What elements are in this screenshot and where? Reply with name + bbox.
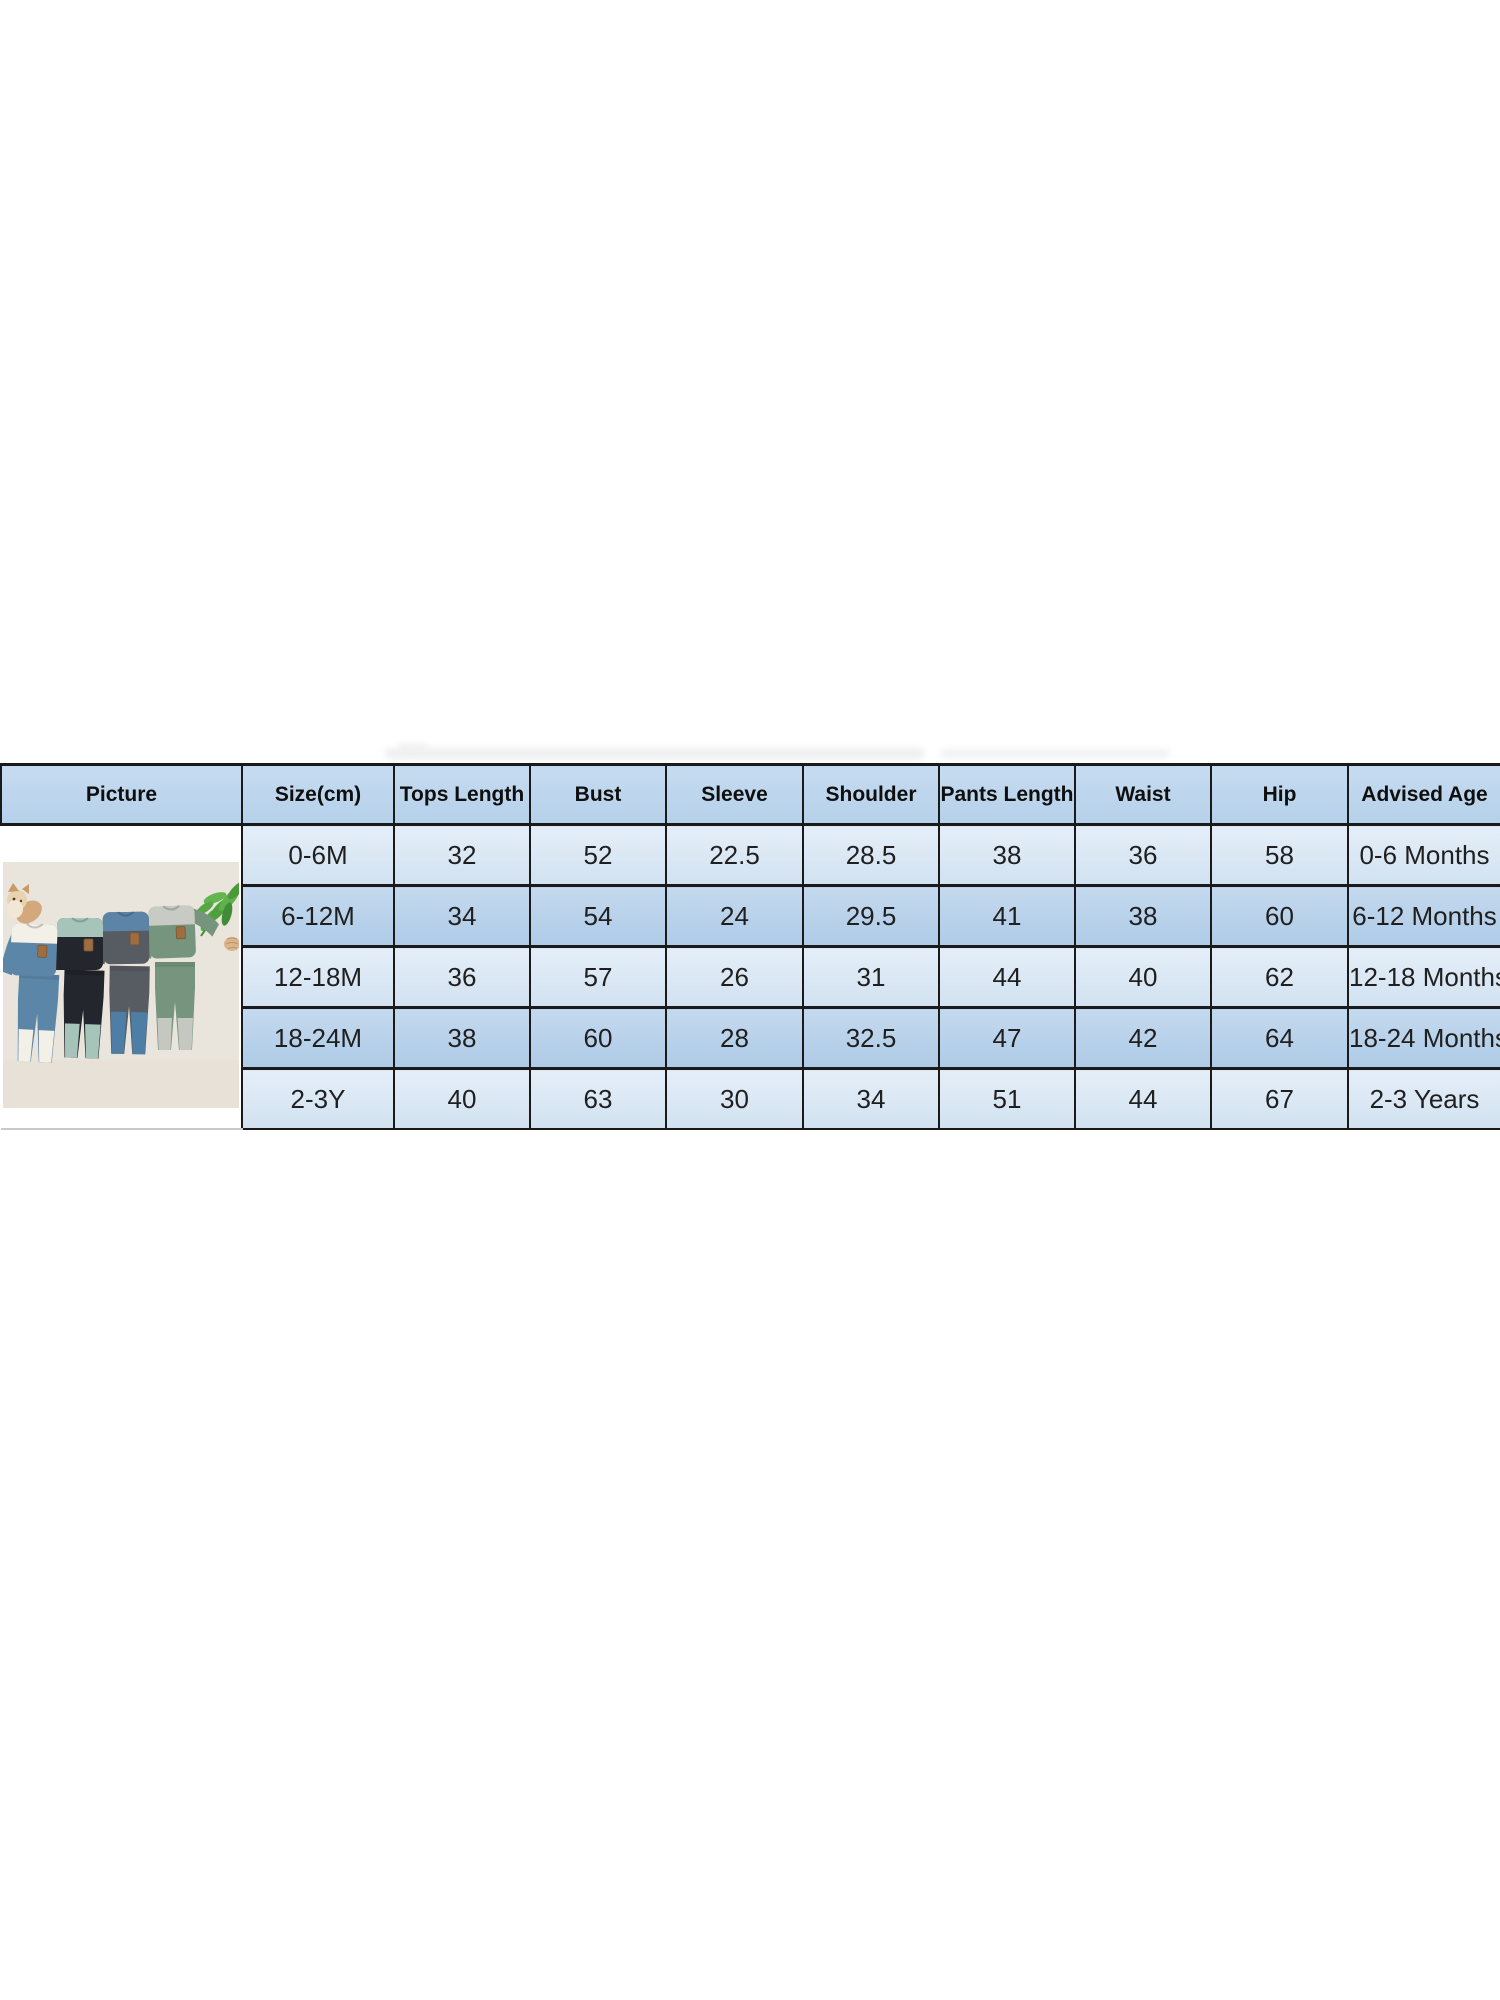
- seashell: [224, 937, 239, 951]
- shoulder-cell: 29.5: [802, 884, 940, 948]
- outfit-top-1: [3, 922, 58, 977]
- table-row: 12-18M 36 57 26 31 44 40 62 12-18 Months: [1, 945, 1500, 1009]
- column-header-waist: Waist: [1074, 763, 1212, 826]
- bust-cell: 54: [529, 884, 667, 948]
- column-header-tops-length: Tops Length: [393, 763, 531, 826]
- shoulder-cell: 32.5: [802, 1006, 940, 1070]
- sleeve-cell: 24: [665, 884, 804, 948]
- column-header-size: Size(cm): [241, 763, 395, 826]
- sleeve-cell: 28: [665, 1006, 804, 1070]
- pants-length-cell: 51: [938, 1067, 1076, 1130]
- faded-watermark-smudge: [398, 743, 428, 750]
- advised-age-cell: 12-18 Months: [1347, 945, 1500, 1009]
- outfit-top-4: [138, 904, 219, 959]
- sleeve-cell: 22.5: [665, 823, 804, 887]
- waist-cell: 40: [1074, 945, 1212, 1009]
- hip-cell: 64: [1210, 1006, 1349, 1070]
- waist-cell: 38: [1074, 884, 1212, 948]
- hip-cell: 58: [1210, 823, 1349, 887]
- column-header-bust: Bust: [529, 763, 667, 826]
- table-row: 18-24M 38 60 28 32.5 47 42 64 18-24 Mont…: [1, 1006, 1500, 1070]
- column-header-sleeve: Sleeve: [665, 763, 804, 826]
- sleeve-cell: 30: [665, 1067, 804, 1130]
- pants-length-cell: 47: [938, 1006, 1076, 1070]
- waist-cell: 42: [1074, 1006, 1212, 1070]
- pants-length-cell: 38: [938, 823, 1076, 887]
- waist-cell: 36: [1074, 823, 1212, 887]
- advised-age-cell: 2-3 Years: [1347, 1067, 1500, 1130]
- waist-cell: 44: [1074, 1067, 1212, 1130]
- size-cell: 18-24M: [241, 1006, 395, 1070]
- column-header-shoulder: Shoulder: [802, 763, 940, 826]
- tops-length-cell: 32: [393, 823, 531, 887]
- bust-cell: 60: [529, 1006, 667, 1070]
- advised-age-cell: 18-24 Months: [1347, 1006, 1500, 1070]
- size-cell: 6-12M: [241, 884, 395, 948]
- size-cell: 2-3Y: [241, 1067, 395, 1130]
- plush-toy: [7, 883, 42, 924]
- column-header-advised-age: Advised Age: [1347, 763, 1500, 826]
- hip-cell: 67: [1210, 1067, 1349, 1130]
- table-row: 6-12M 34 54 24 29.5 41 38 60 6-12 Months: [1, 884, 1500, 948]
- outfit-pants-3: [109, 965, 150, 1055]
- outfit-top-2: [54, 917, 103, 970]
- header-row: Picture Size(cm) Tops Length Bust Sleeve…: [0, 763, 1500, 826]
- outfit-pants-4: [155, 962, 195, 1050]
- bust-cell: 57: [529, 945, 667, 1009]
- pants-length-cell: 44: [938, 945, 1076, 1009]
- outfit-pants-2: [63, 969, 105, 1059]
- column-header-picture: Picture: [0, 763, 243, 826]
- column-header-pants-length: Pants Length: [938, 763, 1076, 826]
- hip-cell: 62: [1210, 945, 1349, 1009]
- hip-cell: 60: [1210, 884, 1349, 948]
- bust-cell: 63: [529, 1067, 667, 1130]
- advised-age-cell: 6-12 Months: [1347, 884, 1500, 948]
- table-row: 2-3Y 40 63 30 34 51 44 67 2-3 Years: [1, 1067, 1500, 1130]
- shoulder-cell: 34: [802, 1067, 940, 1130]
- shoulder-cell: 31: [802, 945, 940, 1009]
- pants-length-cell: 41: [938, 884, 1076, 948]
- column-header-hip: Hip: [1210, 763, 1349, 826]
- advised-age-cell: 0-6 Months: [1347, 823, 1500, 887]
- outfit-pants-1: [17, 973, 60, 1063]
- tops-length-cell: 40: [393, 1067, 531, 1130]
- shoulder-cell: 28.5: [802, 823, 940, 887]
- faded-watermark-smudge: [385, 748, 925, 759]
- product-photo: [3, 862, 239, 1108]
- size-cell: 0-6M: [241, 823, 395, 887]
- faded-watermark-smudge: [940, 749, 1170, 758]
- tops-length-cell: 38: [393, 1006, 531, 1070]
- sleeve-cell: 26: [665, 945, 804, 1009]
- size-cell: 12-18M: [241, 945, 395, 1009]
- tops-length-cell: 34: [393, 884, 531, 948]
- bust-cell: 52: [529, 823, 667, 887]
- tops-length-cell: 36: [393, 945, 531, 1009]
- table-row: 0-6M 32 52 22.5 28.5 38 36 58 0-6 Months: [1, 823, 1500, 1130]
- size-chart-table: Picture Size(cm) Tops Length Bust Sleeve…: [0, 763, 1500, 1130]
- picture-cell: [1, 823, 243, 1130]
